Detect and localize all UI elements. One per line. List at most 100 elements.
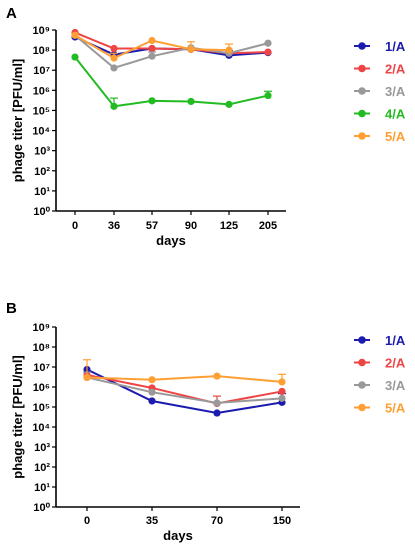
series-line [86,368,283,415]
legend-item: 2/A [354,356,406,371]
series-2-a [83,371,286,408]
y-tick-label: 10⁵ [33,402,50,414]
data-point [148,397,156,405]
legend-swatch-marker [358,132,366,140]
legend-label: 1/A [385,333,406,348]
x-tick-label: 36 [108,220,120,232]
y-tick-label: 10⁶ [33,85,50,97]
y-tick-label: 10⁹ [33,25,50,37]
series-line [86,373,283,405]
x-axis-title: days [156,233,186,248]
y-tick-label: 10⁰ [33,206,50,218]
series-line [74,31,269,55]
data-point [187,97,195,106]
data-point [187,45,195,53]
y-tick-label: 10⁸ [33,342,50,354]
series-4-a [71,53,272,110]
data-point [110,54,118,62]
y-tick-label: 10¹ [34,482,50,494]
data-point [148,97,156,105]
legend-swatch-marker [358,403,366,412]
y-tick-label: 10⁸ [33,45,50,57]
data-point [71,53,79,61]
series-5-a [83,359,286,386]
data-point [110,44,118,53]
data-point [148,44,156,53]
y-tick-label: 10¹ [34,186,50,198]
x-tick-label: 150 [273,515,291,527]
data-point [213,399,221,407]
y-axis-title: phage titer [PFU/ml] [10,59,25,183]
x-tick-label: 90 [185,220,197,232]
legend-item: 3/A [354,378,406,393]
data-point [278,394,286,402]
legend-swatch-marker [358,358,366,367]
legend-swatch-marker [358,336,366,344]
data-point [148,36,156,45]
legend-label: 4/A [385,107,406,122]
x-tick-label: 205 [259,220,277,232]
legend-item: 5/A [354,401,406,416]
legend-label: 1/A [385,39,406,54]
legend-swatch-marker [358,381,366,389]
series-line [86,375,283,383]
y-tick-label: 10⁰ [33,502,50,514]
legend-swatch-marker [358,87,366,95]
y-tick-label: 10³ [34,146,50,158]
legend-label: 2/A [385,356,406,371]
panel-letter: A [6,5,17,22]
legend-label: 5/A [385,401,406,416]
y-tick-label: 10² [34,166,50,178]
legend-item: 5/A [354,129,406,144]
panel-letter: B [6,300,17,317]
y-tick-label: 10⁹ [33,322,50,334]
y-tick-label: 10⁵ [33,105,50,117]
data-point [278,378,286,386]
series-5-a [71,31,233,62]
series-line [74,56,269,108]
data-point [110,64,118,72]
data-point [264,39,272,47]
y-tick-label: 10⁶ [33,382,50,394]
legend-item: 1/A [354,333,406,348]
legend-item: 4/A [354,107,406,122]
y-tick-label: 10² [34,462,50,474]
x-axis-title: days [163,528,193,543]
series-line [86,376,283,404]
y-tick-label: 10³ [34,442,50,454]
y-axis-title: phage titer [PFU/ml] [10,355,25,479]
data-point [148,376,156,384]
data-point [71,31,79,39]
legend-swatch-marker [358,109,366,118]
legend-label: 5/A [385,129,406,144]
chart-panel-a: A 10⁰ 10¹ 10² 10³ 10⁴ 10⁵ 10⁶ 10⁷ 10⁸ 10⁹ 0 36 57 90 12… [6,5,406,248]
data-point [83,373,91,382]
data-point [213,372,221,380]
legend-label: 3/A [385,84,406,99]
data-point [148,52,156,60]
series-1-a [71,33,272,59]
x-tick-label: 0 [72,220,78,232]
data-point [264,48,272,56]
data-point [148,388,156,396]
x-tick-label: 125 [220,220,238,232]
data-point [278,387,286,396]
series-line [74,34,269,70]
y-tick-label: 10⁷ [33,65,50,77]
x-tick-label: 57 [146,220,158,232]
x-tick-label: 35 [146,515,158,527]
x-tick-label: 0 [84,515,90,527]
chart-panel-b: B 10⁰ 10¹ 10² 10³ 10⁴ 10⁵ 10⁶ 10⁷ 10⁸ 10⁹ 0 35 70 150 d… [6,300,406,543]
y-tick-label: 10⁴ [32,422,50,434]
legend-item: 1/A [354,39,406,54]
legend-label: 2/A [385,62,406,77]
legend-label: 3/A [385,378,406,393]
data-point [110,102,118,110]
legend-item: 2/A [354,62,406,77]
legend-swatch-marker [358,42,366,50]
legend-item: 3/A [354,84,406,99]
x-tick-label: 70 [211,515,223,527]
data-point [213,409,221,417]
data-point [225,100,233,108]
